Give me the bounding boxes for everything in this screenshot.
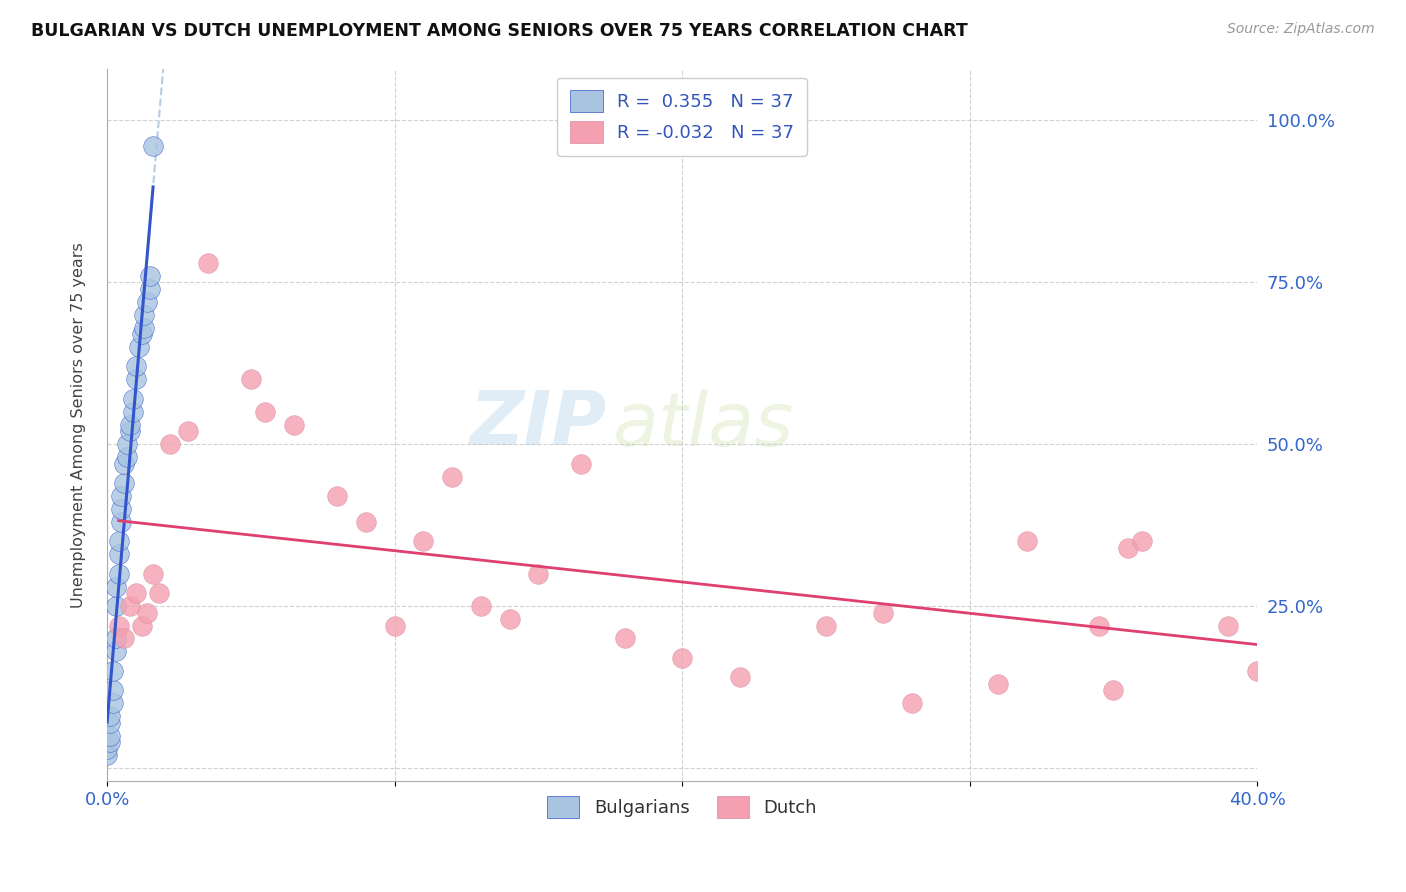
Point <box>901 696 924 710</box>
Point <box>671 651 693 665</box>
Point <box>354 515 377 529</box>
Point <box>1015 534 1038 549</box>
Point <box>613 632 636 646</box>
Point <box>122 405 145 419</box>
Point <box>104 599 127 614</box>
Point <box>571 457 593 471</box>
Text: BULGARIAN VS DUTCH UNEMPLOYMENT AMONG SENIORS OVER 75 YEARS CORRELATION CHART: BULGARIAN VS DUTCH UNEMPLOYMENT AMONG SE… <box>31 22 967 40</box>
Point <box>441 469 464 483</box>
Point <box>131 327 153 342</box>
Point <box>107 547 129 561</box>
Point <box>96 741 118 756</box>
Point <box>115 437 138 451</box>
Y-axis label: Unemployment Among Seniors over 75 years: Unemployment Among Seniors over 75 years <box>72 242 86 607</box>
Point <box>1130 534 1153 549</box>
Point <box>728 670 751 684</box>
Text: atlas: atlas <box>613 389 794 461</box>
Point <box>125 372 148 386</box>
Point <box>125 359 148 374</box>
Text: ZIP: ZIP <box>470 388 607 461</box>
Point <box>384 618 406 632</box>
Point <box>107 618 129 632</box>
Point <box>120 599 142 614</box>
Point <box>176 424 198 438</box>
Point <box>115 450 138 464</box>
Point <box>159 437 181 451</box>
Point <box>134 308 156 322</box>
Point <box>120 417 142 432</box>
Point <box>1218 618 1240 632</box>
Point <box>101 683 124 698</box>
Point <box>987 677 1010 691</box>
Point <box>527 566 550 581</box>
Point <box>98 715 121 730</box>
Point <box>1116 541 1139 555</box>
Point <box>98 735 121 749</box>
Point <box>142 139 165 153</box>
Point <box>98 709 121 723</box>
Point <box>110 489 132 503</box>
Point <box>326 489 349 503</box>
Point <box>125 586 148 600</box>
Point <box>110 515 132 529</box>
Point <box>148 586 170 600</box>
Point <box>107 566 129 581</box>
Point <box>128 340 150 354</box>
Point <box>112 476 135 491</box>
Point <box>96 748 118 763</box>
Point <box>1246 664 1268 678</box>
Text: Source: ZipAtlas.com: Source: ZipAtlas.com <box>1227 22 1375 37</box>
Point <box>142 566 165 581</box>
Point <box>498 612 520 626</box>
Point <box>139 282 162 296</box>
Point <box>814 618 837 632</box>
Point <box>112 457 135 471</box>
Point <box>101 664 124 678</box>
Point <box>872 606 894 620</box>
Point <box>470 599 492 614</box>
Point <box>101 696 124 710</box>
Point <box>104 632 127 646</box>
Point <box>1102 683 1125 698</box>
Point <box>122 392 145 406</box>
Point <box>136 606 159 620</box>
Point <box>197 256 219 270</box>
Point <box>239 372 262 386</box>
Point <box>283 417 305 432</box>
Point <box>98 729 121 743</box>
Point <box>412 534 434 549</box>
Point <box>112 632 135 646</box>
Point <box>1088 618 1111 632</box>
Point <box>131 618 153 632</box>
Point <box>254 405 277 419</box>
Point <box>120 424 142 438</box>
Point <box>136 294 159 309</box>
Point <box>104 644 127 658</box>
Legend: Bulgarians, Dutch: Bulgarians, Dutch <box>540 789 824 825</box>
Point <box>110 502 132 516</box>
Point <box>104 580 127 594</box>
Point <box>134 320 156 334</box>
Point <box>107 534 129 549</box>
Point <box>139 268 162 283</box>
